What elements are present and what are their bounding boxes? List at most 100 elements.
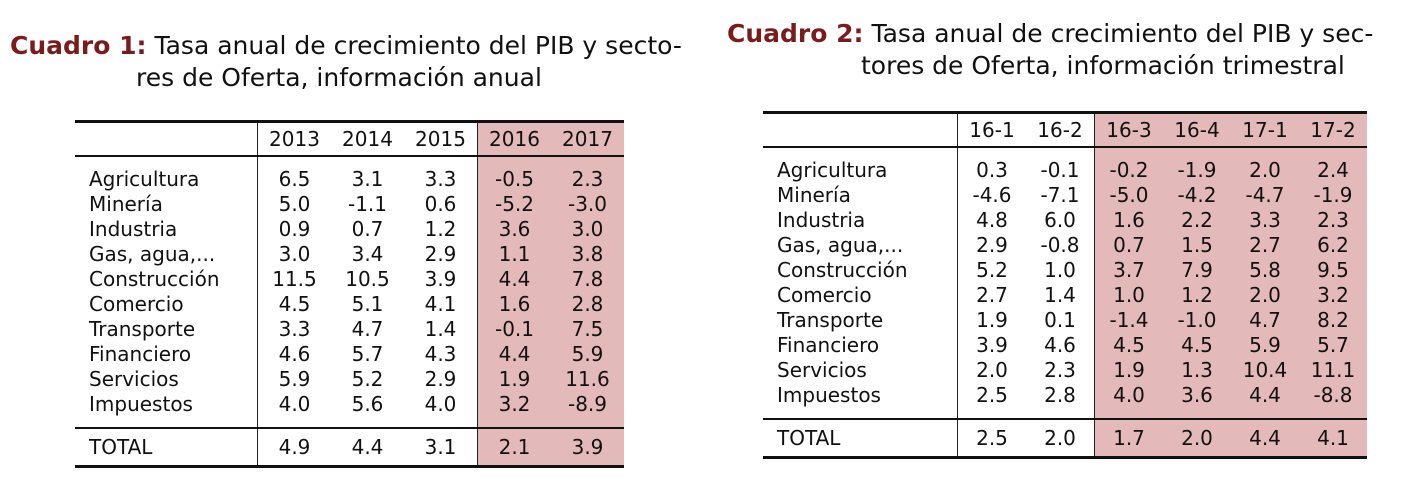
column-header: 17-2: [1299, 111, 1367, 147]
row-value: -0.5: [477, 167, 551, 192]
row-value: 5.2: [957, 258, 1026, 283]
spacer-cell: [1299, 146, 1367, 158]
table-row: Gas, agua,... 2.9 -0.8 0.7 1.5 2.7 6.2: [763, 233, 1367, 258]
row-label: Servicios: [777, 358, 867, 382]
column-header: 2013: [257, 120, 331, 156]
column-header: 16-2: [1026, 111, 1095, 147]
spacer-cell: [957, 408, 1026, 419]
column-header: 16-3: [1094, 111, 1163, 147]
row-value: -1.0: [1163, 308, 1231, 333]
row-value: 3.0: [257, 242, 331, 267]
spacer-cell: [257, 417, 331, 428]
row-value: -1.9: [1299, 183, 1367, 208]
table-row: Transporte 3.3 4.7 1.4 -0.1 7.5: [75, 317, 624, 342]
row-value: 4.8: [957, 208, 1026, 233]
row-label: Transporte: [89, 317, 196, 341]
table-row: Servicios 2.0 2.3 1.9 1.3 10.4 11.1: [763, 358, 1367, 383]
table-row: Impuestos 2.5 2.8 4.0 3.6 4.4 -8.8: [763, 383, 1367, 408]
cuadro2-caption: Cuadro 2: Tasa anual de crecimiento del …: [727, 18, 1373, 82]
total-row: TOTAL 4.9 4.4 3.1 2.1 3.9: [75, 427, 624, 468]
total-value: 2.0: [1026, 418, 1095, 459]
spacer-row: [763, 408, 1367, 419]
row-value: -0.1: [1040, 158, 1080, 182]
total-value: 3.1: [404, 427, 478, 468]
cuadro1-title-line1: Tasa anual de crecimiento del PIB y sect…: [154, 31, 682, 60]
total-value: 3.9: [551, 427, 624, 468]
row-value: -1.4: [1094, 308, 1163, 333]
total-row: TOTAL 2.5 2.0 1.7 2.0 4.4 4.1: [763, 418, 1367, 459]
row-value: 4.7: [351, 317, 384, 341]
row-value: 1.4: [424, 317, 457, 341]
row-value: 0.9: [257, 217, 331, 242]
table-row: Gas, agua,... 3.0 3.4 2.9 1.1 3.8: [75, 242, 624, 267]
row-value: 4.4: [1231, 383, 1299, 408]
row-value: -0.1: [477, 317, 551, 342]
row-value: 5.8: [1231, 258, 1299, 283]
row-value: 4.3: [424, 342, 457, 366]
row-value: 4.0: [1094, 383, 1163, 408]
table-row: Comercio 2.7 1.4 1.0 1.2 2.0 3.2: [763, 283, 1367, 308]
row-value: 1.2: [1163, 283, 1231, 308]
spacer-cell: [1299, 408, 1367, 419]
table-row: Comercio 4.5 5.1 4.1 1.6 2.8: [75, 292, 624, 317]
row-value: -8.9: [551, 392, 624, 417]
spacer-cell: [1026, 408, 1095, 419]
row-value: 3.9: [957, 333, 1026, 358]
row-value: -7.1: [1040, 183, 1080, 207]
row-value: 0.6: [424, 192, 457, 216]
row-value: 4.6: [1044, 333, 1076, 357]
column-header: 2015: [404, 120, 478, 156]
table-row: Impuestos 4.0 5.6 4.0 3.2 -8.9: [75, 392, 624, 417]
row-value: 5.6: [351, 392, 384, 416]
row-label: Industria: [89, 217, 178, 241]
row-value: -8.8: [1299, 383, 1367, 408]
cuadro1-title-line2: res de Oferta, información anual: [136, 63, 542, 92]
row-label: Comercio: [777, 283, 872, 307]
row-value: 2.3: [551, 167, 624, 192]
row-value: 2.2: [1163, 208, 1231, 233]
spacer-cell: [1094, 146, 1163, 158]
column-header: 16-1: [957, 111, 1026, 147]
row-value: -4.6: [957, 183, 1026, 208]
spacer-row: [75, 155, 624, 167]
row-label: Industria: [777, 208, 866, 232]
row-value: 11.5: [257, 267, 331, 292]
row-value: 6.2: [1299, 233, 1367, 258]
row-value: 0.7: [1094, 233, 1163, 258]
spacer-cell: [75, 155, 258, 167]
row-value: 0.3: [957, 158, 1026, 183]
header-row: 2013 2014 2015 2016 2017: [75, 120, 624, 156]
row-value: 3.3: [1231, 208, 1299, 233]
row-value: 11.1: [1299, 358, 1367, 383]
row-value: 4.6: [257, 342, 331, 367]
row-label: Servicios: [89, 367, 179, 391]
row-value: 4.0: [424, 392, 457, 416]
cuadro2-label: Cuadro 2:: [727, 19, 864, 48]
row-value: 3.2: [1299, 283, 1367, 308]
row-value: 1.9: [1094, 358, 1163, 383]
cuadro2-table: 16-1 16-2 16-3 16-4 17-1 17-2 Agricultura 0.3 -0…: [763, 111, 1367, 459]
row-value: -4.2: [1163, 183, 1231, 208]
row-label: Gas, agua,...: [89, 242, 216, 266]
spacer-cell: [331, 155, 404, 167]
row-value: 0.7: [351, 217, 384, 241]
row-value: 2.9: [957, 233, 1026, 258]
row-value: 6.0: [1044, 208, 1076, 232]
total-value: 2.1: [477, 427, 551, 468]
spacer-cell: [1231, 408, 1299, 419]
row-value: 4.5: [257, 292, 331, 317]
total-value: 2.5: [957, 418, 1026, 459]
row-label: Minería: [777, 183, 851, 207]
row-value: 0.1: [1044, 308, 1076, 332]
row-label: Agricultura: [89, 167, 200, 191]
row-value: 2.8: [551, 292, 624, 317]
row-value: 3.0: [551, 217, 624, 242]
row-value: -5.2: [477, 192, 551, 217]
row-value: 1.3: [1163, 358, 1231, 383]
table-row: Industria 4.8 6.0 1.6 2.2 3.3 2.3: [763, 208, 1367, 233]
row-value: 4.0: [257, 392, 331, 417]
row-value: 6.5: [257, 167, 331, 192]
row-value: 2.8: [1044, 383, 1076, 407]
cuadro1-table-wrap: 2013 2014 2015 2016 2017 Agricultura 6.5 3.1 3.3…: [75, 120, 624, 468]
row-value: 5.7: [1299, 333, 1367, 358]
